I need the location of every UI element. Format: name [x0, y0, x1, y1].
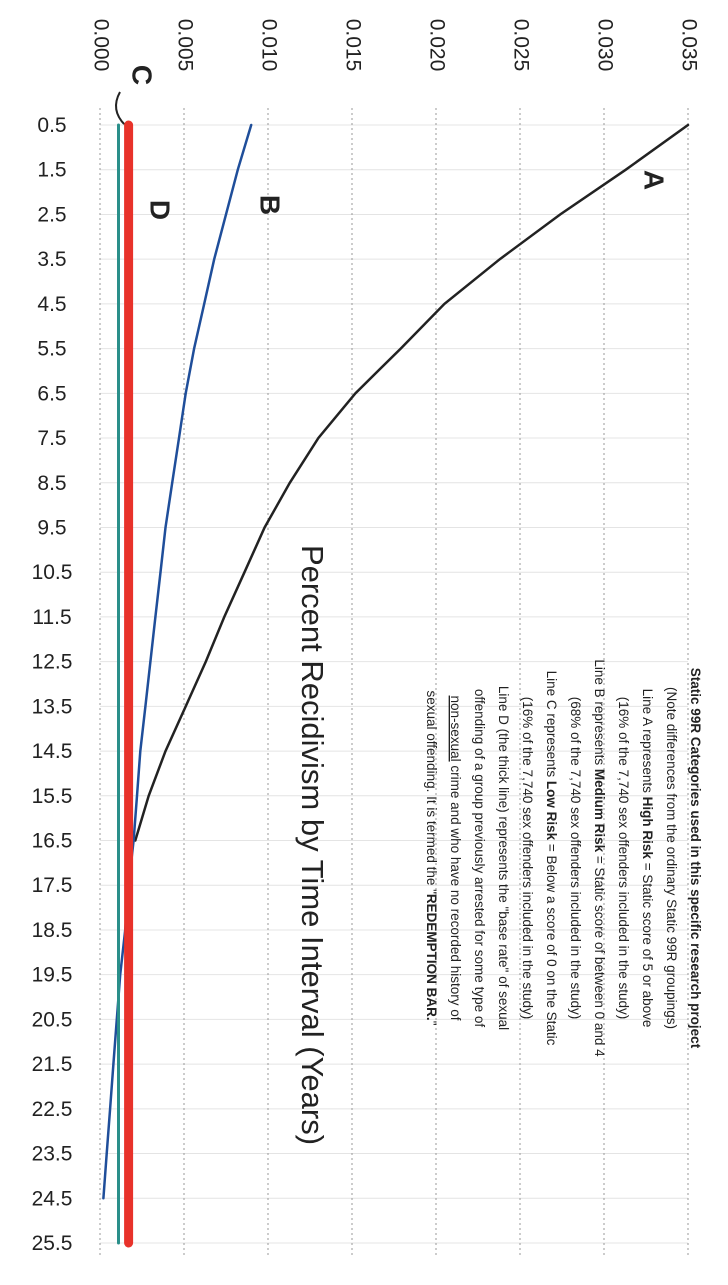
- series-label: C: [127, 65, 158, 85]
- legend-text: crime and who have no recorded history o…: [448, 762, 463, 1021]
- x-tick-label: 22.5: [32, 1098, 73, 1121]
- chart-title: Percent Recidivism by Time Interval (Yea…: [295, 545, 330, 1145]
- x-tick-label: 0.5: [37, 114, 66, 137]
- line-series: [102, 123, 253, 1200]
- x-tick-label: 7.5: [37, 427, 66, 450]
- legend-text: = Static score of 5 or above: [640, 859, 655, 1027]
- x-tick-label: 4.5: [37, 293, 66, 316]
- x-tick-label: 24.5: [32, 1187, 73, 1210]
- x-tick-label: 21.5: [32, 1053, 73, 1076]
- x-tick-label: 11.5: [32, 606, 71, 629]
- x-tick-label: 8.5: [37, 472, 66, 495]
- x-tick-label: 2.5: [37, 203, 66, 226]
- series-label: B: [255, 195, 286, 215]
- legend-line: Line A represents High Risk = Static sco…: [640, 689, 655, 1028]
- legend-line: non-sexual crime and who have no recorde…: [448, 696, 463, 1021]
- x-tick-label: 3.5: [37, 248, 66, 271]
- legend-text: Line D (the thick line) represents the "…: [496, 686, 511, 1030]
- y-tick-label: 0.030: [593, 19, 616, 72]
- legend-text: = Below a score of 0 on the Static: [544, 840, 559, 1045]
- legend-line: (Note differences from the ordinary Stat…: [664, 687, 679, 1029]
- x-tick-label: 15.5: [32, 785, 73, 808]
- legend-line: (16% of the 7,740 sex offenders included…: [520, 697, 535, 1019]
- legend-text: Low Risk: [544, 781, 559, 841]
- x-tick-label: 13.5: [32, 695, 73, 718]
- legend-line: (16% of the 7,740 sex offenders included…: [616, 697, 631, 1019]
- legend-text: (16% of the 7,740 sex offenders included…: [520, 697, 535, 1019]
- x-tick-label: 20.5: [32, 1008, 73, 1031]
- x-tick-label: 14.5: [32, 740, 73, 763]
- line-series: [134, 123, 690, 842]
- legend-line: (68% of the 7,740 sex offenders included…: [568, 697, 583, 1019]
- x-tick-label: 16.5: [32, 830, 73, 853]
- x-tick-label: 23.5: [32, 1143, 73, 1166]
- y-tick-label: 0.015: [341, 19, 364, 72]
- legend-text: offending of a group previously arrested…: [472, 689, 487, 1027]
- y-tick-label: 0.005: [173, 19, 196, 72]
- legend-text: (68% of the 7,740 sex offenders included…: [568, 697, 583, 1019]
- y-tick-label: 0.020: [425, 19, 448, 72]
- x-tick-label: 9.5: [37, 516, 66, 539]
- legend-text: non-sexual: [448, 696, 463, 762]
- legend-line: sexual offending. It is termed the "REDE…: [424, 691, 439, 1026]
- legend-text: REDEMPTION BAR.: [424, 894, 439, 1021]
- legend-text: Medium Risk: [592, 769, 607, 853]
- legend-text: High Risk: [640, 797, 655, 860]
- x-tick-label: 5.5: [37, 338, 66, 361]
- legend-line: offending of a group previously arrested…: [472, 689, 487, 1027]
- legend-text: (Note differences from the ordinary Stat…: [664, 687, 679, 1029]
- series-label: A: [639, 170, 670, 190]
- series-label: D: [145, 200, 176, 220]
- x-tick-label: 17.5: [32, 874, 73, 897]
- legend-line: Line D (the thick line) represents the "…: [496, 686, 511, 1030]
- x-tick-label: 6.5: [37, 382, 66, 405]
- x-tick-label: 12.5: [32, 651, 73, 674]
- c-pointer: [115, 91, 126, 126]
- x-tick-label: 10.5: [32, 561, 73, 584]
- y-tick-label: 0.035: [677, 19, 700, 72]
- x-tick-label: 1.5: [37, 159, 66, 182]
- legend-text: (16% of the 7,740 sex offenders included…: [616, 697, 631, 1019]
- x-tick-label: 25.5: [32, 1232, 73, 1255]
- legend-text: Static 99R Categories used in this speci…: [688, 668, 703, 1049]
- legend-text: ": [424, 1021, 439, 1026]
- legend-text: Line A represents: [640, 689, 655, 797]
- legend-text: Line B represents: [592, 659, 607, 769]
- x-tick-label: 18.5: [32, 919, 73, 942]
- legend-line: Line B represents Medium Risk = Static s…: [592, 659, 607, 1057]
- legend-text: = Static score of between 0 and 4: [592, 852, 607, 1057]
- legend-line: Static 99R Categories used in this speci…: [688, 668, 703, 1049]
- y-tick-label: 0.010: [257, 19, 280, 72]
- x-tick-label: 19.5: [32, 964, 73, 987]
- y-tick-label: 0.000: [89, 19, 112, 72]
- legend-text: sexual offending. It is termed the ": [424, 691, 439, 895]
- legend-line: Line C represents Low Risk = Below a sco…: [544, 671, 559, 1046]
- y-tick-label: 0.025: [509, 19, 532, 72]
- legend-text: Line C represents: [544, 671, 559, 781]
